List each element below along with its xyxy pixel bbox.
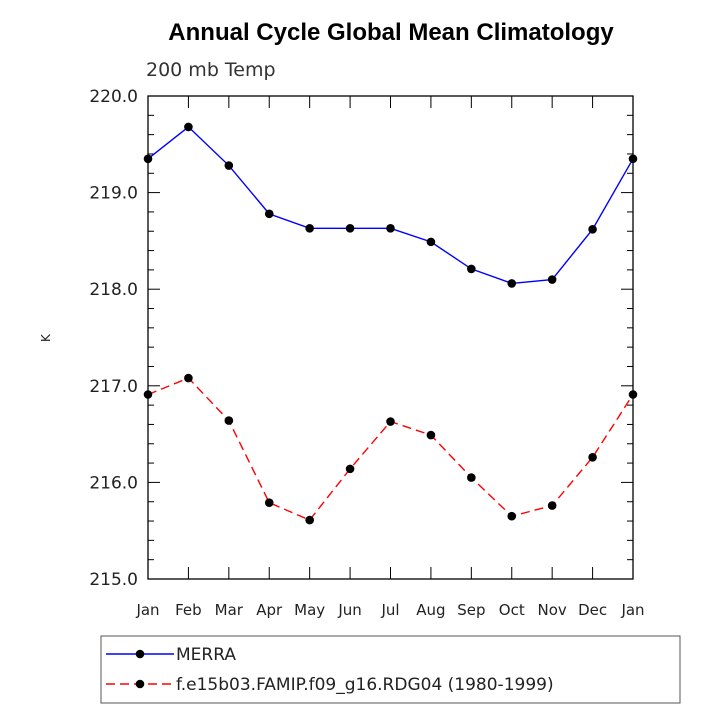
data-point bbox=[224, 161, 234, 170]
y-axis-label: K bbox=[39, 333, 53, 342]
data-point bbox=[507, 511, 517, 521]
data-point bbox=[345, 464, 355, 474]
legend-marker-0 bbox=[135, 649, 145, 659]
data-point bbox=[143, 154, 153, 164]
y-tick-label: 218.0 bbox=[89, 280, 138, 300]
series-line-1 bbox=[147, 377, 634, 521]
data-point bbox=[467, 264, 476, 274]
data-point bbox=[305, 515, 314, 525]
x-tick-label: Dec bbox=[578, 601, 607, 619]
y-tick-label: 217.0 bbox=[89, 377, 138, 397]
x-tick-label: Mar bbox=[215, 601, 244, 619]
legend-marker-1 bbox=[135, 679, 145, 689]
data-point bbox=[588, 225, 597, 234]
chart-subtitle: 200 mb Temp bbox=[146, 59, 276, 81]
x-tick-label: Jan bbox=[135, 601, 159, 619]
x-tick-label: Nov bbox=[538, 601, 567, 619]
data-point bbox=[547, 275, 557, 284]
plot-frame bbox=[147, 95, 634, 580]
x-tick-label: Jun bbox=[337, 601, 361, 619]
legend-box bbox=[100, 635, 681, 704]
x-tick-label: May bbox=[294, 601, 325, 619]
data-point bbox=[547, 501, 557, 510]
data-point bbox=[264, 209, 274, 219]
x-tick-label: Apr bbox=[256, 601, 283, 619]
series-line-0 bbox=[147, 125, 634, 285]
y-tick-label: 219.0 bbox=[89, 184, 138, 204]
data-point bbox=[426, 430, 436, 440]
data-point bbox=[143, 390, 153, 399]
legend-label-0: MERRA bbox=[176, 645, 236, 665]
chart-title: Annual Cycle Global Mean Climatology bbox=[168, 19, 614, 46]
data-point bbox=[184, 373, 193, 383]
data-point bbox=[628, 390, 638, 399]
data-point bbox=[467, 473, 476, 482]
data-point bbox=[507, 279, 517, 288]
x-tick-label: Sep bbox=[457, 601, 485, 619]
x-tick-label: Oct bbox=[499, 601, 525, 619]
x-tick-label: Jul bbox=[380, 601, 399, 619]
data-point bbox=[184, 122, 193, 132]
y-tick-label: 215.0 bbox=[89, 570, 138, 590]
data-point bbox=[588, 452, 597, 462]
y-tick-label: 220.0 bbox=[89, 87, 138, 107]
x-tick-label: Aug bbox=[416, 601, 445, 619]
data-point bbox=[386, 417, 395, 426]
data-point bbox=[628, 154, 638, 164]
legend-label-1: f.e15b03.FAMIP.f09_g16.RDG04 (1980-1999) bbox=[176, 675, 554, 695]
y-tick-label: 216.0 bbox=[89, 473, 138, 493]
data-point bbox=[345, 224, 355, 233]
data-point bbox=[426, 237, 436, 247]
data-point bbox=[305, 224, 314, 233]
data-point bbox=[386, 224, 395, 233]
data-point bbox=[264, 498, 274, 507]
data-point bbox=[224, 416, 234, 425]
x-tick-label: Feb bbox=[175, 601, 202, 619]
x-tick-label: Jan bbox=[620, 601, 644, 619]
